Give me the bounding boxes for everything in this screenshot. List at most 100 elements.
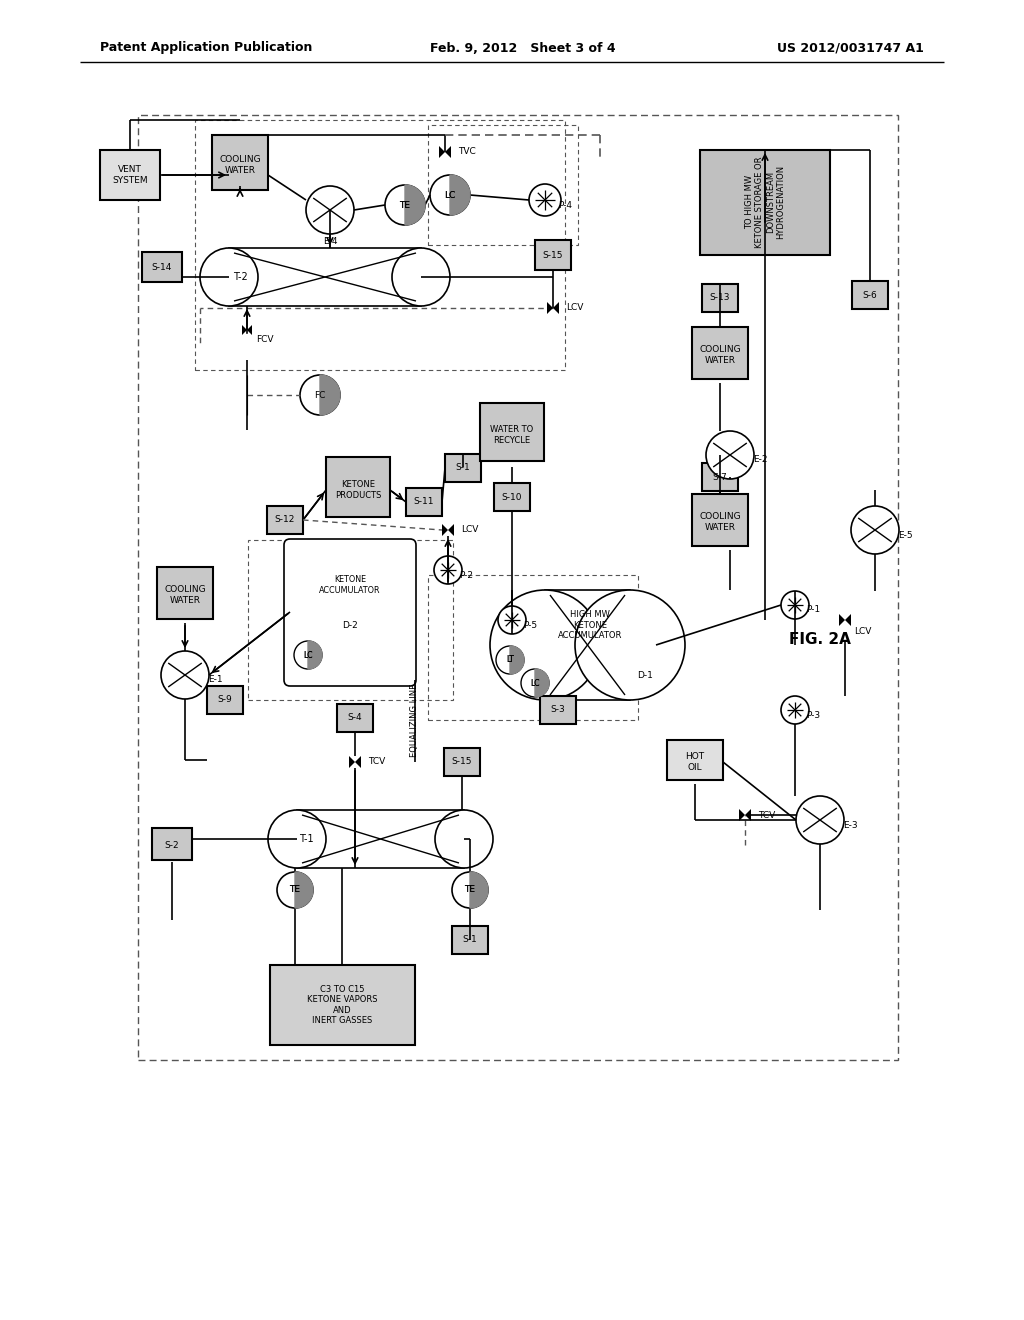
Text: E-5: E-5 <box>898 531 912 540</box>
Text: C3 TO C15
KETONE VAPORS
AND
INERT GASSES: C3 TO C15 KETONE VAPORS AND INERT GASSES <box>307 985 377 1026</box>
Circle shape <box>706 432 754 479</box>
Text: TVC: TVC <box>458 148 476 157</box>
Circle shape <box>796 796 844 843</box>
Text: FC: FC <box>314 391 326 400</box>
Bar <box>207 686 243 714</box>
Text: E-3: E-3 <box>843 821 857 829</box>
Text: P-4: P-4 <box>558 201 572 210</box>
Circle shape <box>435 810 493 869</box>
Text: COOLING
WATER: COOLING WATER <box>699 346 740 364</box>
Circle shape <box>529 183 561 216</box>
Bar <box>700 150 830 255</box>
Text: P-5: P-5 <box>523 620 537 630</box>
Circle shape <box>490 590 600 700</box>
Polygon shape <box>445 147 451 158</box>
Bar <box>445 454 481 482</box>
Text: LC: LC <box>530 678 540 688</box>
Text: TE: TE <box>399 201 411 210</box>
Circle shape <box>851 506 899 554</box>
Text: E-4: E-4 <box>323 238 337 247</box>
Bar <box>692 494 748 546</box>
Polygon shape <box>739 809 745 821</box>
Text: VENT
SYSTEM: VENT SYSTEM <box>113 165 147 185</box>
Text: FCV: FCV <box>256 335 273 345</box>
Bar <box>852 281 888 309</box>
Text: S-1: S-1 <box>456 463 470 473</box>
Polygon shape <box>547 302 553 314</box>
Bar <box>702 463 738 491</box>
Text: S-15: S-15 <box>543 251 563 260</box>
Text: LC: LC <box>444 190 456 199</box>
Circle shape <box>430 176 470 215</box>
Text: COOLING
WATER: COOLING WATER <box>699 512 740 532</box>
Text: S-13: S-13 <box>710 293 730 302</box>
Bar <box>267 506 303 535</box>
Bar <box>248 540 453 700</box>
Circle shape <box>498 606 526 634</box>
FancyBboxPatch shape <box>229 248 421 306</box>
Circle shape <box>434 556 462 583</box>
Text: LC: LC <box>303 651 312 660</box>
Text: TE: TE <box>399 201 411 210</box>
Circle shape <box>781 696 809 723</box>
Bar <box>195 120 565 370</box>
Circle shape <box>300 375 340 414</box>
Text: D-1: D-1 <box>637 671 653 680</box>
Text: S-6: S-6 <box>862 290 878 300</box>
Polygon shape <box>442 524 449 536</box>
Bar <box>406 488 442 516</box>
Text: P-3: P-3 <box>806 710 820 719</box>
Text: S-7: S-7 <box>713 473 727 482</box>
Text: S-12: S-12 <box>274 516 295 524</box>
Circle shape <box>278 873 313 908</box>
Circle shape <box>294 642 322 669</box>
Bar <box>702 284 738 312</box>
Wedge shape <box>295 873 313 908</box>
Bar <box>428 576 638 719</box>
Text: LCV: LCV <box>854 627 871 636</box>
Bar <box>290 545 410 680</box>
Text: TE: TE <box>290 886 300 895</box>
Text: LT: LT <box>506 656 514 664</box>
Text: TE: TE <box>290 886 300 895</box>
Wedge shape <box>406 185 425 224</box>
Bar <box>494 483 530 511</box>
Circle shape <box>306 186 354 234</box>
Bar <box>270 965 415 1045</box>
FancyBboxPatch shape <box>297 810 464 869</box>
Text: LC: LC <box>303 651 312 660</box>
Text: S-11: S-11 <box>414 498 434 507</box>
Text: D-2: D-2 <box>342 620 357 630</box>
Text: P-1: P-1 <box>806 606 820 615</box>
Bar <box>535 240 571 271</box>
Polygon shape <box>553 302 559 314</box>
Text: TE: TE <box>465 886 475 895</box>
Circle shape <box>781 591 809 619</box>
FancyBboxPatch shape <box>545 590 630 700</box>
Text: WATER TO
RECYCLE: WATER TO RECYCLE <box>490 425 534 445</box>
Text: T-2: T-2 <box>232 272 248 282</box>
Circle shape <box>496 645 524 675</box>
Text: S-4: S-4 <box>348 714 362 722</box>
Polygon shape <box>449 524 454 536</box>
Text: LCV: LCV <box>462 525 478 535</box>
Text: LT: LT <box>506 656 514 664</box>
Bar <box>152 828 193 861</box>
Text: S-3: S-3 <box>551 705 565 714</box>
Text: S-14: S-14 <box>152 263 172 272</box>
Text: LCV: LCV <box>566 304 584 313</box>
Bar <box>540 696 575 723</box>
Polygon shape <box>745 809 751 821</box>
Text: EQUALIZING LINE: EQUALIZING LINE <box>411 684 420 756</box>
Bar <box>100 150 160 201</box>
Text: LC: LC <box>444 190 456 199</box>
Wedge shape <box>470 873 488 908</box>
Text: HOT
OIL: HOT OIL <box>685 752 705 772</box>
Circle shape <box>268 810 326 869</box>
Wedge shape <box>510 645 524 675</box>
Text: TO HIGH MW
KETONE STORAGE OR
DOWNSTREAM
HYDROGENATION: TO HIGH MW KETONE STORAGE OR DOWNSTREAM … <box>744 156 785 248</box>
Text: KETONE
PRODUCTS: KETONE PRODUCTS <box>335 480 381 500</box>
Text: TE: TE <box>465 886 475 895</box>
Text: S-15: S-15 <box>452 758 472 767</box>
Text: KETONE
ACCUMULATOR: KETONE ACCUMULATOR <box>319 576 381 595</box>
